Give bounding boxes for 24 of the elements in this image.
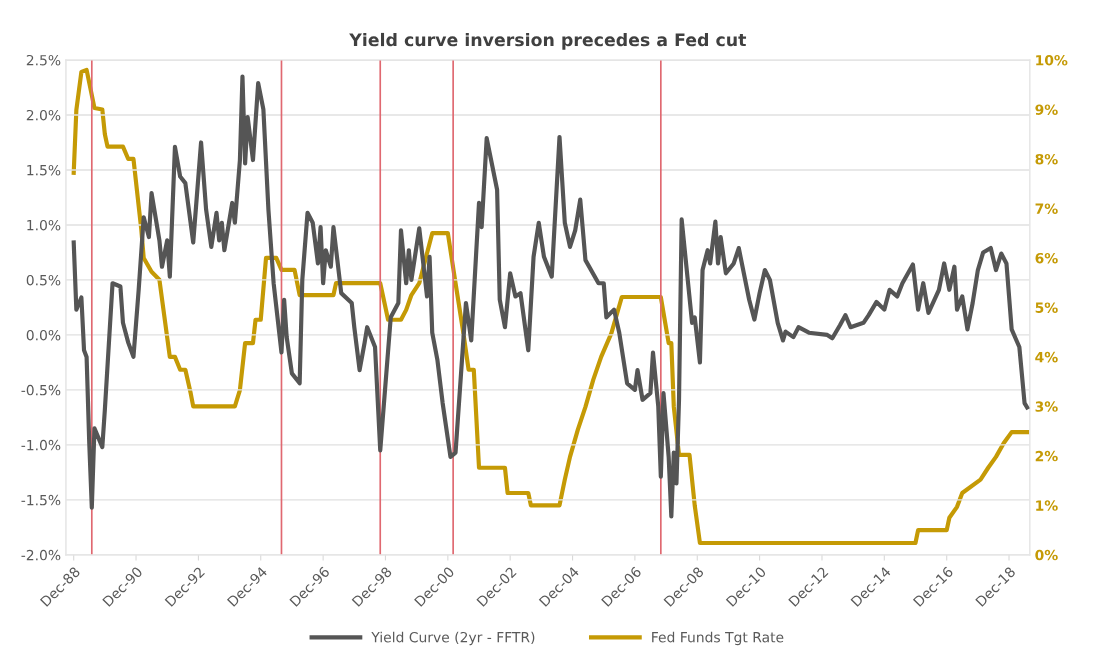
y-tick-label: 0.0% [26,329,61,341]
y-tick-label: -1.5% [21,494,61,506]
y2-tick-label: 4% [1035,351,1058,363]
y-tick-label: -0.5% [21,384,61,396]
legend-label: Yield Curve (2yr - FFTR) [371,631,535,646]
y-tick-label: 1.5% [27,164,61,176]
y2-tick-label: 2% [1035,450,1058,462]
y-tick-label: -1.0% [21,439,61,451]
chart-title: Yield curve inversion precedes a Fed cut [349,32,747,50]
legend-label: Fed Funds Tgt Rate [652,631,784,646]
y2-tick-label: 0% [1035,549,1058,561]
y-tick-label: 1.0% [27,219,61,231]
y-tick-label: 2.5% [26,54,61,66]
y2-tick-label: 3% [1035,401,1058,412]
y-tick-label: 0.5% [26,274,61,286]
y2-tick-label: 10% [1036,54,1068,66]
y-tick-label: -2.0% [21,549,61,561]
y-tick-label: 2.0% [26,109,61,121]
y2-tick-label: 6% [1035,252,1058,264]
y2-tick-label: 5% [1035,302,1058,313]
y2-tick-label: 7% [1035,203,1058,214]
y2-tick-label: 1% [1036,500,1058,511]
y2-tick-label: 8% [1035,153,1058,165]
y2-tick-label: 9% [1035,104,1058,115]
